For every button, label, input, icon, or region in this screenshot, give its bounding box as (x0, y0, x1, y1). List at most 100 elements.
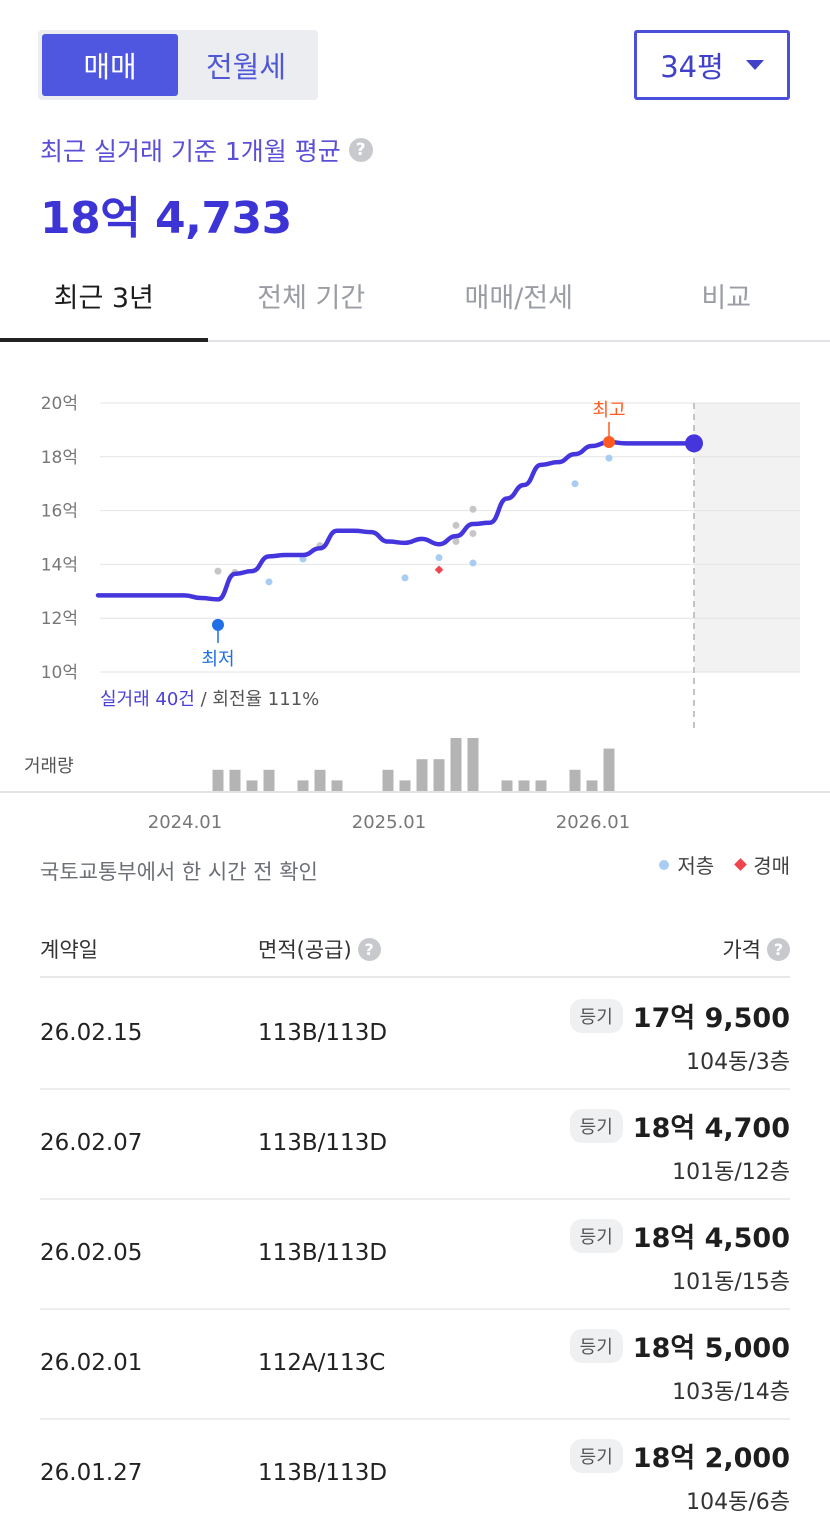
volume-label: 거래량 (24, 756, 74, 777)
tab-all-period[interactable]: 전체 기간 (257, 282, 366, 314)
trade-table-header: 계약일 면적(공급) ? 가격 ? (40, 920, 790, 978)
data-source-note: 국토교통부에서 한 시간 전 확인 (40, 860, 318, 884)
volume-bar (246, 780, 258, 791)
row-area: 113B/113D (258, 1460, 388, 1486)
registered-badge: 등기 (569, 1108, 623, 1143)
row-price: 17억 9,500 (632, 1003, 790, 1034)
volume-bar (535, 780, 547, 791)
auction-diamond-icon (734, 858, 748, 871)
header-price: 가격 ? (722, 934, 790, 964)
x-tick-label: 2026.01 (556, 812, 630, 833)
volume-bar (569, 769, 581, 791)
trade-count-footnote: 실거래 40건 / 회전율 111% (100, 689, 319, 710)
max-marker-point (603, 436, 615, 449)
low-floor-dot-icon (659, 859, 670, 870)
row-price: 18억 4,700 (632, 1113, 790, 1144)
table-row[interactable]: 26.02.15 113B/113D 등기 17억 9,500 104동/3층 (40, 980, 790, 1090)
row-unit: 101동/15층 (672, 1270, 790, 1295)
row-price-group: 등기 17억 9,500 (569, 996, 790, 1035)
min-marker-label: 최저 (201, 649, 234, 670)
tab-compare[interactable]: 비교 (701, 282, 752, 314)
volume-bar (263, 769, 275, 791)
y-tick-label: 16억 (41, 502, 78, 522)
y-tick-label: 20억 (41, 394, 78, 414)
caret-down-icon (745, 60, 764, 70)
row-price-group: 등기 18억 2,000 (569, 1436, 790, 1475)
volume-bar (229, 769, 241, 791)
volume-bar (501, 780, 513, 791)
volume-bar (518, 780, 530, 791)
tab-sale-vs-jeonse[interactable]: 매매/전세 (464, 282, 573, 314)
turnover-text: / 회전율 111% (195, 689, 319, 710)
size-dropdown[interactable]: 34평 (634, 30, 790, 100)
trade-point (469, 529, 477, 537)
trade-point (214, 567, 222, 575)
row-area: 113B/113D (258, 1240, 388, 1266)
low-floor-trade-point (299, 555, 307, 563)
volume-bar (297, 780, 309, 791)
trade-type-rent-button[interactable]: 전월세 (205, 50, 287, 84)
volume-bar (603, 748, 615, 791)
row-date: 26.02.15 (40, 1020, 143, 1046)
volume-bar (433, 759, 445, 791)
row-price-group: 등기 18억 4,700 (569, 1106, 790, 1145)
trade-point (469, 505, 477, 513)
table-row[interactable]: 26.02.01 112A/113C 등기 18억 5,000 103동/14층 (40, 1310, 790, 1420)
table-row[interactable]: 26.01.27 113B/113D 등기 18억 2,000 104동/6층 (40, 1420, 790, 1530)
row-unit: 103동/14층 (672, 1380, 790, 1405)
low-floor-trade-point (435, 554, 443, 562)
price-trend-line (95, 439, 697, 602)
table-row[interactable]: 26.02.05 113B/113D 등기 18억 4,500 101동/15층 (40, 1200, 790, 1310)
registered-badge: 등기 (569, 1218, 623, 1253)
max-marker-label: 최고 (592, 400, 625, 421)
x-tick-label: 2025.01 (352, 812, 426, 833)
current-price-point (685, 434, 703, 453)
row-price: 18억 4,500 (632, 1223, 790, 1254)
volume-bar (467, 738, 479, 791)
low-floor-trade-point (571, 480, 579, 488)
average-price-label-text: 최근 실거래 기준 1개월 평균 (40, 137, 341, 166)
row-unit: 104동/3층 (686, 1050, 790, 1075)
y-tick-label: 18억 (41, 448, 78, 468)
help-icon[interactable]: ? (767, 937, 790, 961)
row-unit: 101동/12층 (672, 1160, 790, 1185)
x-tick-label: 2024.01 (148, 812, 222, 833)
help-icon[interactable]: ? (348, 138, 373, 162)
row-area: 112A/113C (258, 1350, 386, 1376)
registered-badge: 등기 (569, 1438, 623, 1473)
trade-type-sale-button[interactable]: 매매 (42, 34, 178, 96)
header-area-label: 면적(공급) (258, 938, 352, 962)
legend-low-floor-label: 저층 (677, 854, 715, 878)
volume-bar (399, 780, 411, 791)
low-floor-trade-point (265, 578, 273, 586)
min-marker-point (212, 618, 224, 631)
row-price-group: 등기 18억 4,500 (569, 1216, 790, 1255)
row-date: 26.02.05 (40, 1240, 143, 1266)
help-icon[interactable]: ? (357, 937, 381, 961)
row-date: 26.02.01 (40, 1350, 143, 1376)
y-tick-label: 10억 (41, 663, 78, 683)
low-floor-trade-point (605, 454, 613, 462)
chart-legend: 저층 경매 (659, 850, 790, 879)
table-row[interactable]: 26.02.07 113B/113D 등기 18억 4,700 101동/12층 (40, 1090, 790, 1200)
y-tick-label: 14억 (41, 555, 78, 575)
volume-bar (331, 780, 343, 791)
legend-low-floor: 저층 (659, 850, 714, 879)
trade-count-text: 실거래 40건 (100, 689, 195, 710)
row-price: 18억 2,000 (632, 1443, 790, 1474)
future-shade (694, 403, 800, 672)
trade-point (452, 521, 460, 529)
volume-bar (416, 759, 428, 791)
low-floor-trade-point (401, 574, 409, 582)
volume-bar (314, 769, 326, 791)
row-area: 113B/113D (258, 1020, 388, 1046)
row-date: 26.01.27 (40, 1460, 143, 1486)
period-tabs: 최근 3년 전체 기간 매매/전세 비교 (0, 250, 830, 342)
header-contract-date: 계약일 (40, 934, 98, 964)
legend-auction-label: 경매 (753, 854, 790, 878)
row-area: 113B/113D (258, 1130, 388, 1156)
tab-recent-3-years[interactable]: 최근 3년 (0, 250, 208, 342)
auction-trade-point (434, 565, 444, 575)
header-price-label: 가격 (722, 938, 761, 962)
